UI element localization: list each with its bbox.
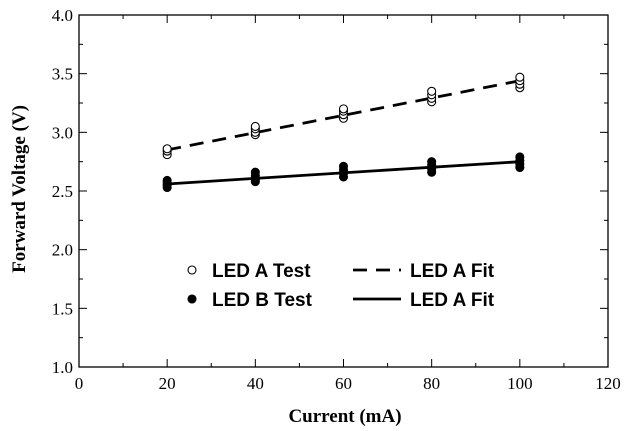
x-tick-label: 60	[335, 374, 352, 393]
x-tick-label: 20	[159, 374, 176, 393]
led-b-test-point	[250, 167, 260, 177]
led-a-test-point	[515, 72, 525, 82]
legend-solid-fit-label: LED A Fit	[410, 290, 495, 311]
y-tick-label: 1.0	[52, 358, 73, 377]
led-b-test-point	[427, 157, 437, 167]
legend-led-a-test-marker	[187, 265, 197, 275]
axis-ticks	[78, 14, 609, 368]
tick-labels: 0 20 40 60 80 100 120 1.0 1.5 2.0 2.5 3.0 3.5 4.0	[52, 6, 621, 393]
y-tick-label: 3.5	[52, 65, 73, 84]
led-b-test-point	[162, 175, 172, 185]
led-a-fit-dashed-line	[166, 79, 521, 152]
led-a-test-point	[338, 104, 349, 114]
legend-led-a-fit-label: LED A Fit	[410, 261, 495, 282]
x-tick-label: 40	[247, 374, 264, 393]
led-b-test-point	[515, 152, 525, 162]
legend: LED A Test LED A Fit LED B Test LED A Fit	[187, 261, 495, 311]
legend-led-b-test-marker	[187, 294, 197, 304]
y-tick-label: 3.0	[52, 123, 73, 142]
plot-border	[78, 14, 609, 368]
legend-led-a-test-label: LED A Test	[212, 261, 311, 282]
data-points	[162, 72, 525, 193]
y-tick-label: 1.5	[52, 299, 73, 318]
x-tick-label: 0	[75, 374, 84, 393]
x-tick-label: 80	[423, 374, 440, 393]
led-a-test-point	[250, 121, 260, 132]
led-b-test-point	[338, 161, 349, 171]
led-a-test-point	[427, 86, 437, 96]
legend-led-b-test-label: LED B Test	[212, 290, 313, 311]
y-tick-label: 2.0	[52, 241, 73, 260]
led-a-test-point	[162, 144, 172, 154]
y-tick-label: 2.5	[52, 182, 73, 201]
y-tick-label: 4.0	[52, 6, 73, 25]
x-axis-title: Current (mA)	[288, 406, 401, 427]
plot-frame	[78, 14, 609, 368]
x-tick-label: 100	[507, 374, 533, 393]
y-axis-title: Forward Voltage (V)	[9, 105, 30, 273]
x-tick-label: 120	[595, 374, 621, 393]
